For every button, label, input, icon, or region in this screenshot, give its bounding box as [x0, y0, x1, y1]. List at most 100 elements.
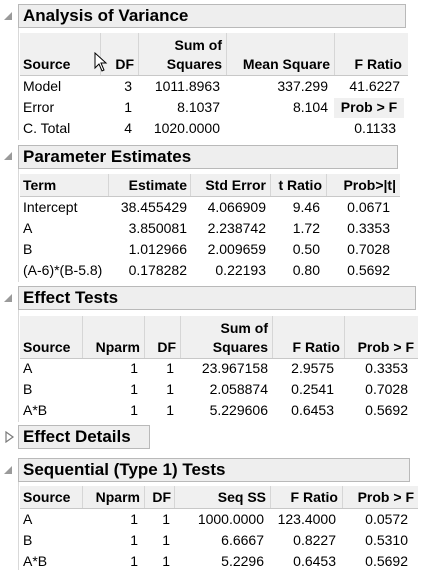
anova-row-ss: 1011.8963 [154, 78, 220, 94]
params-header[interactable]: Parameter Estimates [18, 145, 398, 169]
params-title: Parameter Estimates [23, 147, 192, 166]
effects-row-nparm: 1 [130, 402, 138, 418]
effects-row-f: 2.9575 [291, 360, 334, 376]
anova-row-ms: 337.299 [277, 78, 328, 94]
params-row-term: A [23, 220, 33, 236]
params-row-t: 0.50 [292, 241, 320, 257]
anova-row-df: 3 [124, 78, 132, 94]
anova-col-f: F Ratio [354, 56, 402, 72]
sequential-row-f: 0.8227 [293, 532, 336, 548]
effects-col-df: DF [157, 339, 176, 355]
sequential-row-nparm: 1 [130, 511, 138, 527]
anova-col-df: DF [115, 56, 134, 72]
sequential-header[interactable]: Sequential (Type 1) Tests [18, 458, 410, 482]
effects-col-nparm: Nparm [95, 339, 140, 355]
params-row-term: B [23, 241, 33, 257]
sequential-row-ss: 5.2296 [221, 553, 264, 569]
sequential-col-p: Prob > F [357, 489, 414, 505]
anova-row-ss: 1020.0000 [153, 120, 220, 136]
params-row-t: 1.72 [292, 220, 320, 236]
params-row-estimate: 3.850081 [128, 220, 187, 236]
disclosure-expanded-icon[interactable] [2, 292, 14, 304]
anova-prob-f-label: Prob > F [340, 99, 398, 115]
anova-prob-f-value: 0.1133 [354, 120, 396, 136]
params-row-p: 0.7028 [347, 241, 390, 257]
params-row-estimate: 1.012966 [128, 241, 187, 257]
effects-row-ss: 23.967158 [201, 360, 268, 376]
effects-col-ss-bottom: Squares [212, 339, 268, 355]
sequential-col-nparm: Nparm [95, 489, 140, 505]
effects-row-ss: 5.229606 [209, 402, 268, 418]
sequential-row-source: A*B [23, 553, 48, 569]
effects-row-df: 1 [166, 402, 174, 418]
effects-table: Source Nparm DF Sum of Squares F Ratio P… [20, 316, 418, 422]
sequential-col-df: DF [152, 489, 171, 505]
sequential-row-nparm: 1 [130, 553, 138, 569]
effects-row-f: 0.6453 [291, 402, 334, 418]
anova-header[interactable]: Analysis of Variance [18, 4, 406, 28]
disclosure-expanded-icon[interactable] [2, 150, 14, 162]
effects-col-ss-top: Sum of [220, 320, 268, 336]
anova-row-source: C. Total [23, 120, 71, 136]
effects-row-p: 0.7028 [365, 381, 408, 397]
params-col-p: Prob>|t| [343, 177, 396, 193]
anova-col-ms: Mean Square [242, 56, 330, 72]
sequential-row-p: 0.5310 [365, 532, 408, 548]
sequential-col-ss: Seq SS [217, 489, 266, 505]
params-row-estimate: 0.178282 [128, 262, 187, 278]
anova-table: Source DF Sum of Squares Mean Square F R… [20, 33, 408, 141]
params-col-stderr: Std Error [205, 177, 266, 193]
disclosure-collapsed-icon[interactable] [4, 431, 16, 443]
sequential-title: Sequential (Type 1) Tests [23, 460, 226, 479]
anova-row-ms: 8.104 [292, 99, 328, 115]
sequential-row-p: 0.0572 [365, 511, 408, 527]
anova-row-source: Model [23, 78, 62, 94]
anova-row-df: 4 [124, 120, 132, 136]
params-row-term: Intercept [23, 199, 78, 215]
params-table: Term Estimate Std Error t Ratio Prob>|t|… [20, 174, 400, 282]
params-row-estimate: 38.455429 [120, 199, 187, 215]
sequential-row-ss: 6.6667 [221, 532, 264, 548]
disclosure-expanded-icon[interactable] [2, 10, 14, 22]
effects-row-p: 0.3353 [365, 360, 408, 376]
disclosure-expanded-icon[interactable] [2, 464, 14, 476]
sequential-row-source: A [23, 511, 33, 527]
params-row-stderr: 4.066909 [207, 199, 266, 215]
params-col-term: Term [23, 177, 57, 193]
params-row-p: 0.5692 [347, 262, 390, 278]
effects-row-df: 1 [166, 381, 174, 397]
params-row-t: 9.46 [292, 199, 320, 215]
effects-col-p: Prob > F [357, 339, 414, 355]
params-row-stderr: 2.009659 [207, 241, 266, 257]
anova-row-f: 41.6227 [349, 78, 400, 94]
params-row-p: 0.3353 [347, 220, 390, 236]
effects-row-source: A [23, 360, 33, 376]
effects-row-f: 0.2541 [291, 381, 334, 397]
sequential-row-f: 123.4000 [277, 511, 336, 527]
sequential-col-f: F Ratio [290, 489, 338, 505]
effects-row-source: B [23, 381, 33, 397]
sequential-row-p: 0.5692 [365, 553, 408, 569]
params-col-estimate: Estimate [128, 177, 187, 193]
effects-header[interactable]: Effect Tests [18, 286, 416, 310]
sequential-row-df: 1 [162, 511, 170, 527]
params-row-t: 0.80 [292, 262, 320, 278]
mouse-pointer-icon [94, 51, 108, 72]
anova-col-ss-bottom: Squares [166, 56, 222, 72]
sequential-row-df: 1 [162, 553, 170, 569]
sequential-row-df: 1 [162, 532, 170, 548]
params-row-stderr: 0.22193 [215, 262, 266, 278]
sequential-row-f: 0.6453 [293, 553, 336, 569]
effect-details-header[interactable]: Effect Details [18, 425, 150, 449]
params-row-p: 0.0671 [347, 199, 390, 215]
anova-row-df: 1 [124, 99, 132, 115]
anova-col-ss-top: Sum of [174, 37, 222, 53]
sequential-row-source: B [23, 532, 33, 548]
anova-col-source: Source [23, 56, 71, 72]
effect-details-title: Effect Details [23, 427, 131, 446]
sequential-table: Source Nparm DF Seq SS F Ratio Prob > F … [20, 486, 418, 570]
effects-row-nparm: 1 [130, 360, 138, 376]
effects-col-f: F Ratio [292, 339, 340, 355]
effects-row-p: 0.5692 [365, 402, 408, 418]
params-row-term: (A-6)*(B-5.8) [23, 262, 103, 278]
